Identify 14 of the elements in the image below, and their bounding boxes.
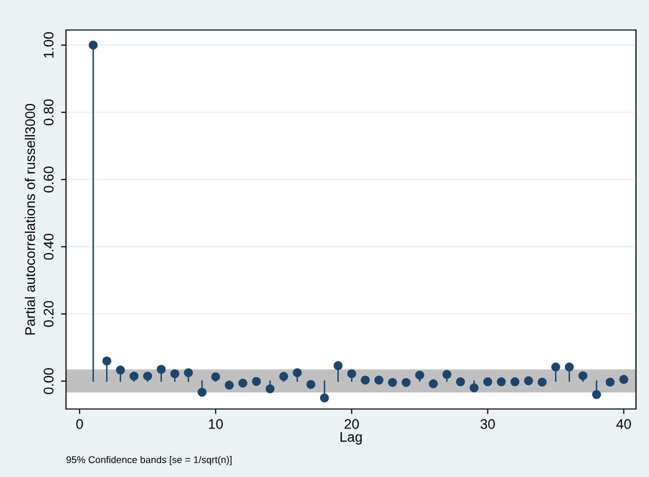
y-axis-title: Partial autocorrelations of russell3000: [24, 104, 36, 335]
x-tick-label: 10: [208, 419, 223, 429]
x-tick-label: 40: [616, 419, 631, 429]
x-tick-label: 30: [480, 419, 495, 429]
y-tick-label: 0.00: [44, 368, 54, 394]
y-tick-label: 0.80: [44, 99, 54, 126]
x-axis-title: Lag: [340, 432, 362, 445]
x-tick-label: 0: [76, 419, 83, 429]
x-tick-label: 20: [344, 419, 359, 429]
y-tick-label: 0.60: [44, 166, 54, 192]
y-tick-label: 0.20: [44, 300, 54, 327]
text: 95% Confidence bands [se = 1/sqrt(n)]: [66, 456, 232, 466]
y-tick-label: 0.40: [44, 234, 54, 260]
y-tick-label: 1.00: [44, 32, 54, 58]
